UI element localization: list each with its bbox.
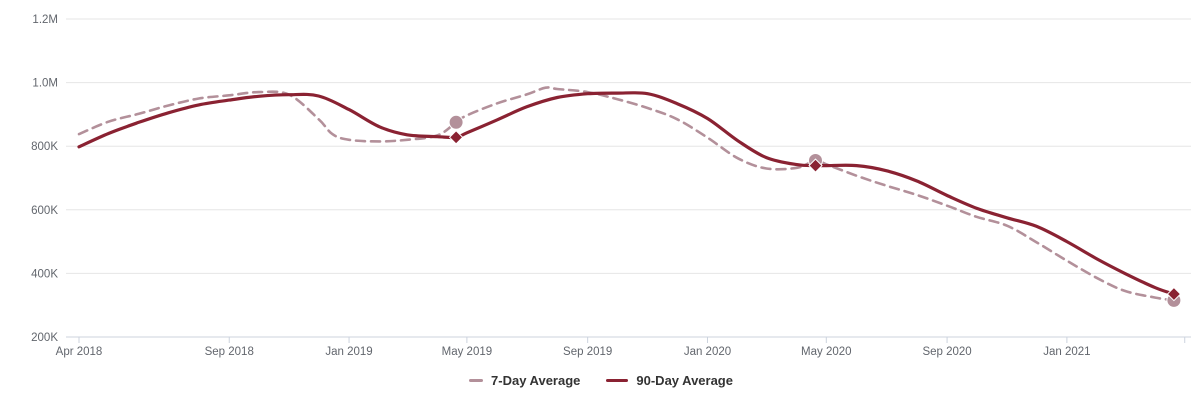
legend-label-90day: 90-Day Average (636, 372, 733, 388)
legend-item-7day-average[interactable]: 7-Day Average (469, 373, 580, 388)
legend-dash-swatch-90day (606, 378, 629, 382)
highlight-marker-diamond-90day (448, 130, 464, 145)
x-axis-label: Sep 2019 (563, 346, 612, 358)
x-axis-label: May 2019 (442, 346, 493, 358)
y-axis-label: 1.0M (32, 78, 58, 90)
series-line-90day-average (77, 91, 1176, 296)
y-axis-label: 600K (31, 205, 58, 217)
y-axis-label: 200K (31, 332, 58, 344)
x-axis-label: Sep 2018 (205, 346, 254, 358)
y-axis-label: 800K (31, 141, 58, 153)
x-axis-label: Jan 2019 (325, 346, 372, 358)
legend-item-90day-average[interactable]: 90-Day Average (606, 373, 733, 388)
x-axis-label: Jan 2020 (684, 346, 731, 358)
legend-dash-swatch-7day (469, 378, 484, 382)
legend-label-7day: 7-Day Average (491, 372, 581, 388)
y-axis-label: 400K (31, 268, 58, 280)
highlight-marker-diamond-90day (1166, 286, 1182, 302)
chart-legend: 7-Day Average 90-Day Average (0, 368, 1202, 392)
series-line-7day-average (77, 86, 1176, 302)
x-axis-label: Jan 2021 (1043, 346, 1090, 358)
x-axis-label: May 2020 (801, 346, 852, 358)
x-axis-label: Sep 2020 (922, 346, 971, 358)
highlight-marker-circle-7day (448, 114, 464, 130)
highlight-marker-diamond-90day (808, 158, 823, 173)
x-axis-label: Apr 2018 (56, 346, 103, 358)
y-axis-label: 1.2M (32, 14, 58, 26)
